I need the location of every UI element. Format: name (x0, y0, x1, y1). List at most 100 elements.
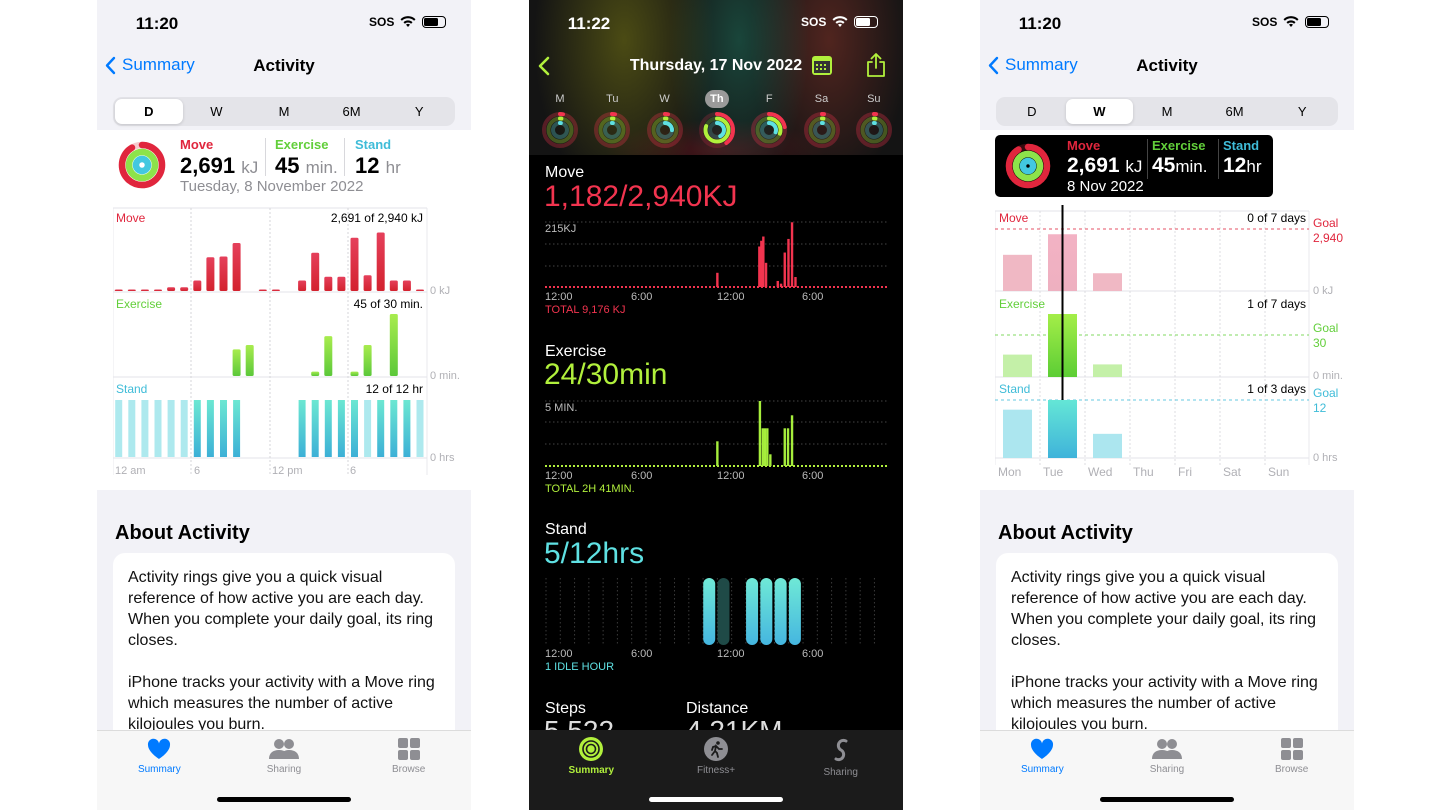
segment-day[interactable]: D (1027, 104, 1037, 119)
exercise-minute-chart (545, 400, 887, 467)
back-chevron-icon[interactable] (537, 56, 551, 76)
tab-summary[interactable]: Summary (529, 730, 654, 810)
day-rings-icon[interactable] (645, 110, 685, 150)
tab-sharing[interactable]: Sharing (222, 731, 347, 810)
x-tick-label: 12:00 (717, 648, 745, 660)
tab-bar: Summary Sharing Browse (980, 730, 1354, 810)
stood-hour-bar (788, 578, 801, 645)
exercise-bar (790, 415, 794, 466)
tab-browse[interactable]: Browse (1229, 731, 1354, 810)
weekday-label[interactable]: W (659, 93, 670, 105)
chevron-left-icon (105, 56, 116, 74)
stand-bar (324, 400, 332, 457)
day-rings-icon[interactable] (592, 110, 632, 150)
home-indicator[interactable] (217, 797, 351, 802)
move-ring (751, 112, 788, 148)
segment-day[interactable]: D (115, 99, 183, 124)
exercise-label: Exercise (275, 137, 329, 152)
weekday-label[interactable]: Tu (606, 93, 619, 105)
move-bar (271, 289, 280, 291)
stand-ring (707, 121, 726, 139)
calendar-icon[interactable] (812, 56, 832, 75)
move-label: Move (1067, 138, 1101, 153)
move-bar (760, 240, 763, 287)
grid-icon (1280, 738, 1303, 760)
move-value: 1,182/2,940KJ (544, 180, 738, 213)
goal-label: Goal (1313, 216, 1339, 230)
stand-ring (812, 121, 831, 139)
exercise-summary: Exercise 45 min. (275, 137, 338, 179)
tab-sharing[interactable]: Sharing (1105, 731, 1230, 810)
x-tick-label: 6:00 (802, 470, 824, 482)
move-bar (794, 277, 797, 287)
segment-6-months[interactable]: 6M (342, 104, 361, 119)
segment-week[interactable]: W (210, 104, 223, 119)
x-tick-label: 6:00 (631, 648, 653, 660)
exercise-ring (755, 116, 783, 144)
segment-month[interactable]: M (1161, 104, 1173, 119)
sharing-icon (834, 738, 848, 762)
stand-chart-label: Stand (999, 382, 1031, 396)
tab-browse[interactable]: Browse (346, 731, 471, 810)
back-button[interactable]: Summary (105, 55, 195, 75)
move-bar (154, 289, 162, 291)
weekday-label[interactable]: Su (867, 93, 881, 105)
tab-summary[interactable]: Summary (97, 731, 222, 810)
tab-label: Sharing (823, 767, 858, 778)
stood-hour-bar (760, 578, 773, 645)
day-rings-icon[interactable] (540, 110, 580, 150)
tooltip-exercise: Exercise 45min. (1152, 138, 1207, 178)
segment-year[interactable]: Y (1297, 104, 1307, 119)
day-tick-label: Fri (1178, 465, 1192, 479)
move-bar (790, 222, 794, 287)
day-rings-icon[interactable] (854, 110, 894, 150)
move-bar (776, 280, 779, 287)
stand-bar (311, 400, 319, 457)
tab-fitness-plus[interactable]: Fitness+ (654, 730, 779, 810)
x-tick-label: 6 (350, 465, 357, 477)
back-button[interactable]: Summary (988, 55, 1078, 75)
move-bar (758, 246, 761, 287)
tab-label: Sharing (1149, 764, 1185, 775)
date-title: Thursday, 17 Nov 2022 (629, 57, 803, 74)
move-bar (787, 238, 790, 287)
stand-bar (377, 400, 385, 457)
stand-ring (551, 121, 569, 139)
segment-year[interactable]: Y (414, 104, 424, 119)
weekday-label[interactable]: M (555, 93, 565, 105)
weekday-label[interactable]: Sa (814, 93, 829, 105)
exercise-value: 45 (1152, 154, 1176, 177)
home-indicator[interactable] (649, 797, 783, 802)
weekday-label[interactable]: F (765, 93, 773, 105)
exercise-chart-total: 45 of 30 min. (353, 297, 423, 311)
exercise-axis-label: 0 min. (430, 370, 460, 382)
segment-week[interactable]: W (1065, 99, 1134, 124)
tab-sharing[interactable]: Sharing (778, 730, 903, 810)
period-segmented-control[interactable]: D W M 6M Y (996, 97, 1338, 126)
wifi-icon (400, 16, 416, 27)
day-rings-icon[interactable] (697, 110, 737, 150)
period-segmented-control[interactable]: D W M 6M Y (113, 97, 455, 126)
stand-value: 12 (1223, 154, 1247, 177)
segment-month[interactable]: M (278, 104, 290, 119)
exercise-ring (703, 116, 731, 144)
day-rings-icon[interactable] (749, 110, 789, 150)
exercise-bar (232, 349, 241, 376)
stand-axis-label: 0 hrs (430, 452, 455, 464)
tab-summary[interactable]: Summary (980, 731, 1105, 810)
exercise-ring (546, 116, 574, 144)
about-activity-heading: About Activity (998, 522, 1133, 544)
home-indicator[interactable] (1100, 797, 1234, 802)
wifi-icon (832, 16, 848, 27)
stand-ring-track (551, 121, 569, 139)
activity-rings-icon (117, 140, 167, 190)
weekday-label[interactable]: Th (704, 90, 729, 108)
stand-bar (141, 400, 149, 457)
x-tick-label: 12:00 (545, 291, 573, 303)
segment-6-months[interactable]: 6M (1225, 104, 1244, 119)
exercise-bar (758, 401, 762, 466)
stand-bar (390, 400, 398, 457)
day-rings-icon[interactable] (802, 110, 842, 150)
share-icon[interactable] (866, 53, 886, 77)
move-bar (350, 237, 359, 291)
